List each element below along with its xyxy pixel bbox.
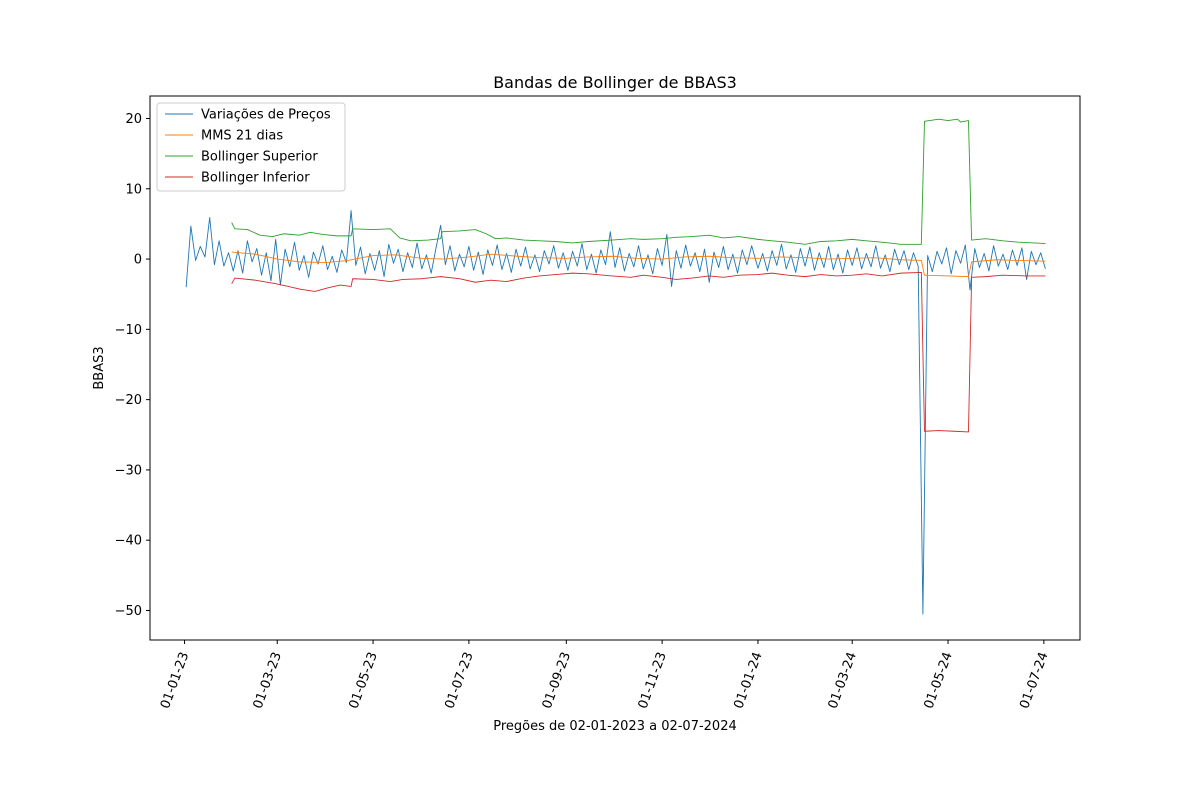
y-tick-label: −40 xyxy=(115,534,142,549)
price-variation-line xyxy=(185,210,1046,615)
y-tick-label: 10 xyxy=(125,182,142,197)
legend-label: Bollinger Superior xyxy=(201,150,318,165)
legend-label: Variações de Preços xyxy=(201,108,331,123)
sma-21-line xyxy=(231,251,1046,278)
bollinger-lower-line xyxy=(231,271,1046,433)
chart-title: Bandas de Bollinger de BBAS3 xyxy=(493,73,737,92)
legend: Variações de Preços MMS 21 dias Bollinger … xyxy=(156,102,346,192)
x-axis-label: Pregões de 02-01-2023 a 02-07-2024 xyxy=(493,719,737,734)
y-axis-label: BBAS3 xyxy=(92,346,107,389)
y-tick-label: 20 xyxy=(125,112,142,127)
plot-frame xyxy=(149,95,1081,641)
y-tick-label: 0 xyxy=(134,253,142,268)
legend-box xyxy=(156,102,346,192)
legend-label: MMS 21 dias xyxy=(201,129,283,144)
y-tick-label: −20 xyxy=(115,393,142,408)
y-tick-label: −30 xyxy=(115,463,142,478)
series-layer xyxy=(185,118,1046,615)
y-tick-label: −10 xyxy=(115,323,142,338)
legend-label: Bollinger Inferior xyxy=(201,171,310,186)
y-tick-label: −50 xyxy=(115,604,142,619)
bollinger-upper-line xyxy=(231,118,1046,245)
y-axis: 20 10 0 −10 −20 −30 −40 −50 xyxy=(115,112,150,619)
